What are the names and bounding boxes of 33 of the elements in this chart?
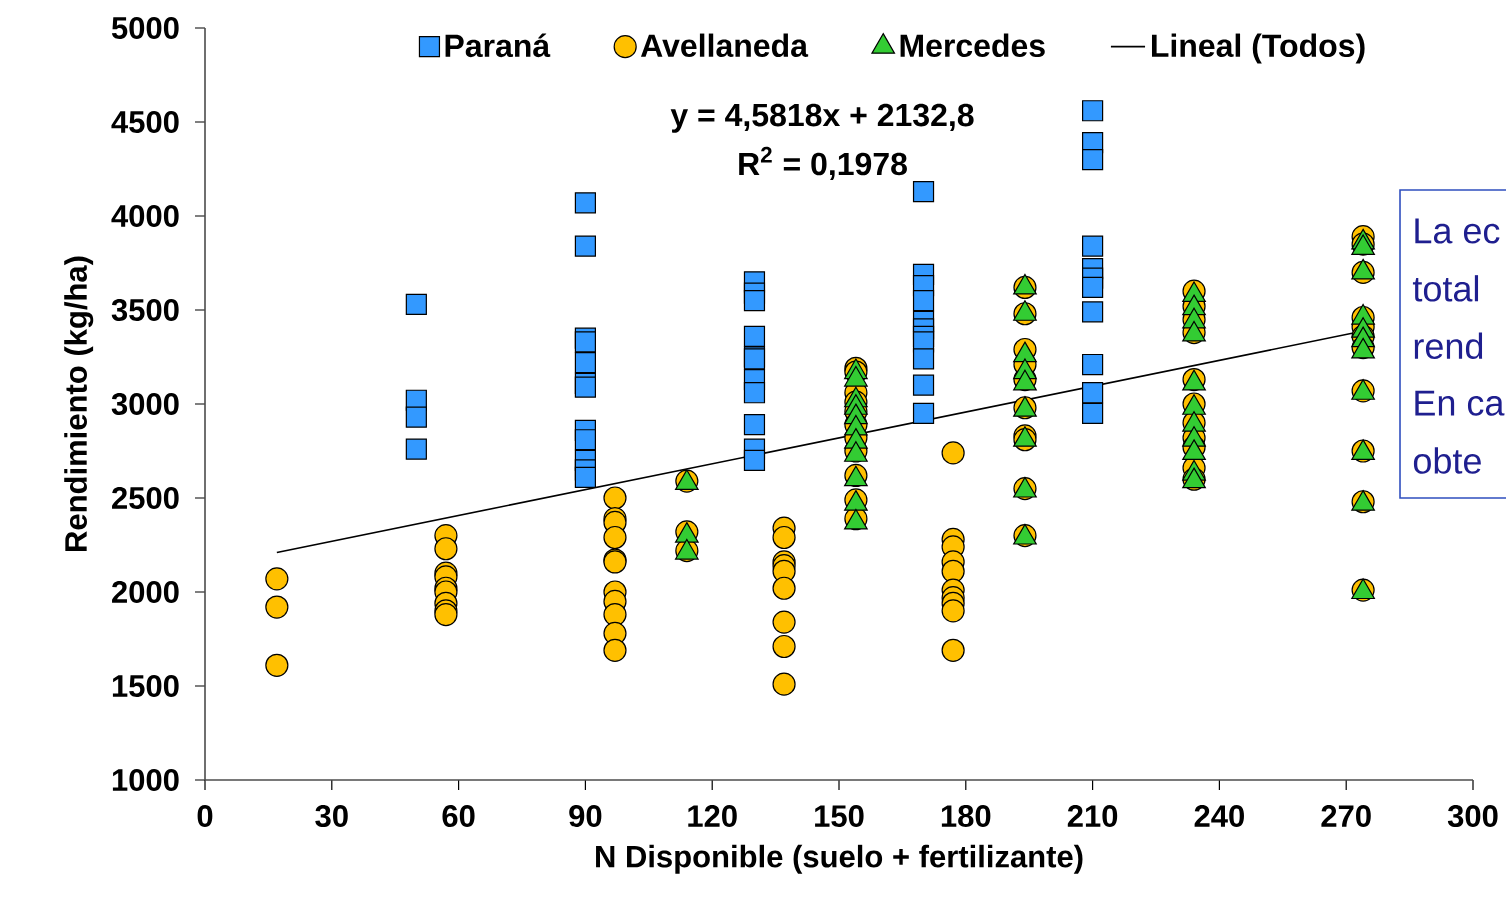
y-tick-label: 3500: [111, 299, 179, 321]
legend-label: Mercedes: [900, 33, 1045, 58]
x-tick-label: 90: [569, 805, 602, 828]
x-tick-label: 240: [1194, 805, 1244, 828]
x-tick-label: 210: [1067, 805, 1118, 828]
x-tick-label: 270: [1321, 805, 1371, 828]
legend-label: Paraná: [445, 33, 551, 58]
x-tick-label: 180: [941, 805, 991, 828]
y-tick-label: 1000: [112, 769, 179, 791]
y-tick-label: 4500: [111, 111, 179, 133]
y-tick-label: 4000: [111, 205, 179, 227]
x-tick-label: 120: [688, 805, 737, 828]
x-axis-title: N Disponible (suelo + fertilizante): [596, 844, 1083, 874]
y-tick-label: 1500: [112, 675, 179, 697]
annotation: obte: [1413, 447, 1481, 474]
y-tick-label: 2500: [112, 487, 179, 509]
x-tick-label: 30: [315, 805, 348, 828]
y-tick-label: 3000: [111, 393, 179, 415]
x-tick-label: 0: [197, 805, 213, 828]
y-tick-label: 2000: [112, 581, 179, 603]
annotation: La ec: [1415, 218, 1500, 244]
y-axis-title: Rendimiento (kg/ha): [64, 256, 94, 551]
y-tick-label: 5000: [111, 17, 179, 39]
annotation: En ca: [1415, 390, 1505, 416]
annotation: total: [1412, 275, 1479, 302]
annotation: R$^{2}$ = 0,1978: [739, 146, 907, 180]
x-tick-label: 150: [815, 805, 864, 828]
legend-label: Lineal (Todos): [1151, 33, 1365, 64]
annotation: y = 4,5818x + 2132,8: [670, 103, 974, 133]
x-tick-label: 60: [442, 805, 475, 828]
legend-label: Avellaneda: [640, 33, 809, 58]
x-tick-label: 300: [1447, 805, 1498, 828]
annotation: rend: [1414, 332, 1483, 360]
